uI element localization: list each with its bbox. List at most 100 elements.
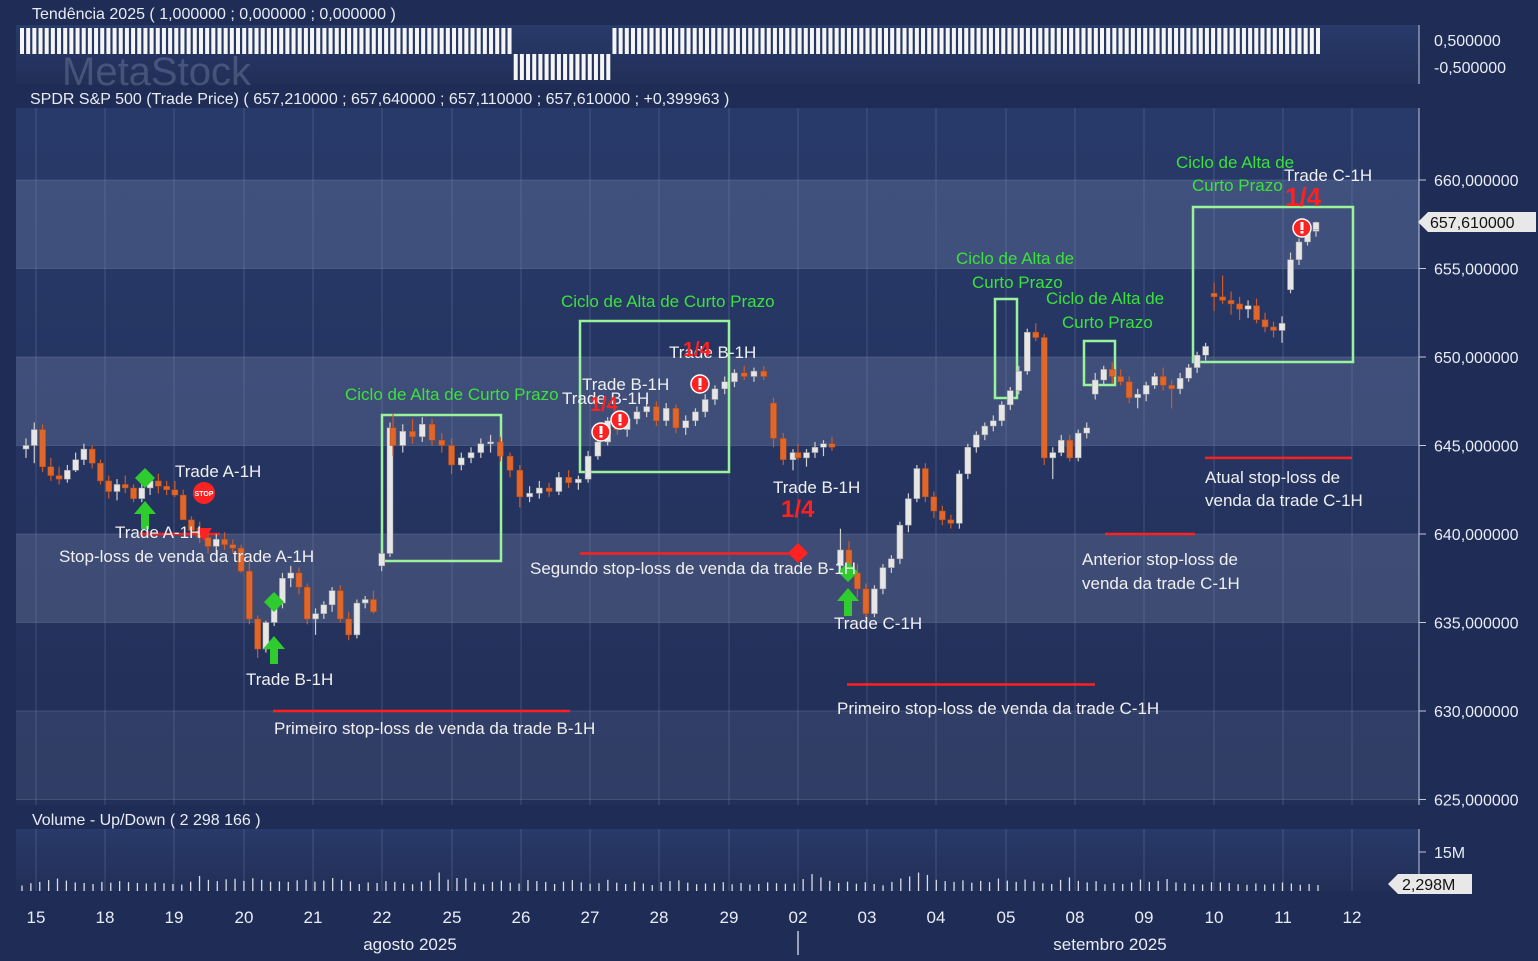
trend-bar — [1297, 28, 1302, 54]
trend-bar — [754, 28, 759, 54]
candle — [662, 403, 670, 427]
stop-triangle-icon — [196, 528, 212, 541]
trend-bar — [1001, 28, 1006, 54]
trend-bar — [637, 28, 642, 54]
candle — [1066, 434, 1073, 462]
trend-bar — [260, 28, 265, 54]
trend-bar — [87, 28, 92, 54]
stop-diamond-icon — [788, 543, 808, 563]
candle — [497, 436, 504, 462]
candle — [896, 521, 904, 565]
candle — [820, 440, 827, 457]
candle — [973, 431, 980, 453]
trend-bar — [661, 28, 666, 54]
trend-bar — [526, 54, 531, 80]
trend-bar — [464, 28, 469, 54]
candle — [163, 480, 170, 496]
candle — [643, 399, 650, 418]
cycle-label: Curto Prazo — [972, 273, 1063, 292]
trend-bar — [1025, 28, 1030, 54]
trend-bar — [365, 28, 370, 54]
trend-title: Tendência 2025 ( 1,000000 ; 0,000000 ; 0… — [32, 6, 396, 23]
trend-bar — [1149, 28, 1154, 54]
candle — [922, 463, 929, 503]
candle — [854, 564, 861, 598]
candle — [477, 438, 485, 458]
candle — [555, 472, 563, 496]
stop-loss-label: venda da trade C-1H — [1205, 491, 1363, 510]
trend-bar — [575, 54, 580, 80]
trend-bar — [538, 54, 543, 80]
trend-bar — [414, 28, 419, 54]
trend-bar — [890, 28, 895, 54]
candle — [122, 475, 129, 494]
volume-grid — [35, 829, 1426, 891]
trend-bars — [20, 28, 1320, 80]
trend-bar — [828, 28, 833, 54]
trend-bar — [914, 28, 919, 54]
candle — [879, 564, 887, 595]
trend-bar — [1235, 28, 1240, 54]
trend-bar — [1050, 28, 1055, 54]
stop-loss-label: Primeiro stop-loss de venda da trade B-1… — [274, 719, 595, 738]
candle — [312, 608, 319, 635]
trend-bar — [303, 28, 308, 54]
candle — [862, 583, 870, 619]
fraction-label: 1/4 — [1285, 182, 1322, 212]
trend-bar — [729, 28, 734, 54]
trade-markers: STOP — [134, 218, 1312, 664]
trend-bar — [266, 28, 271, 54]
trend-bar — [1217, 28, 1222, 54]
trend-bar — [958, 28, 963, 54]
candle — [1049, 447, 1057, 480]
trend-bar — [69, 28, 74, 54]
price-title: SPDR S&P 500 (Trade Price) ( 657,210000 … — [30, 91, 729, 108]
candle — [458, 452, 465, 471]
x-tick-label: 25 — [443, 908, 462, 927]
x-tick-label: 02 — [789, 908, 808, 927]
cycle-label: Ciclo de Alta de — [956, 249, 1074, 268]
trend-bar — [205, 28, 210, 54]
trend-bar — [242, 28, 247, 54]
trend-bar — [57, 28, 62, 54]
candle — [254, 615, 261, 658]
trend-bar — [1038, 28, 1043, 54]
trend-bar — [20, 28, 24, 54]
candle — [171, 480, 179, 497]
trend-bar — [390, 28, 395, 54]
candle — [545, 482, 553, 497]
trend-bar — [569, 54, 574, 80]
y-tick-label: 635,000000 — [1434, 616, 1519, 633]
candle — [1168, 380, 1175, 409]
cycle-box — [1191, 205, 1355, 364]
candle — [682, 415, 689, 435]
cycle-label: Curto Prazo — [1062, 313, 1153, 332]
price-band — [16, 711, 1419, 800]
candle — [1057, 434, 1065, 457]
trend-bar — [1161, 28, 1166, 54]
month-label-september: setembro 2025 — [1053, 935, 1166, 954]
trend-bar — [822, 28, 827, 54]
trend-bar — [1174, 28, 1179, 54]
candle — [828, 436, 836, 451]
cycle-box — [1082, 339, 1117, 387]
trend-bar — [544, 54, 549, 80]
x-tick-label: 05 — [997, 908, 1016, 927]
candle — [1151, 372, 1158, 389]
trend-bar — [803, 28, 808, 54]
trend-bar — [1211, 28, 1216, 54]
candle — [328, 587, 336, 612]
trend-bar — [1019, 28, 1024, 54]
candle — [1015, 365, 1023, 395]
y-tick-label: 630,000000 — [1434, 704, 1519, 721]
trend-bar — [1106, 28, 1111, 54]
candle — [565, 470, 572, 488]
trend-bar — [445, 28, 450, 54]
last-volume-label: 2,298M — [1402, 877, 1455, 894]
candle — [731, 369, 738, 388]
candle — [1142, 381, 1150, 402]
candle — [1278, 316, 1286, 343]
exit-marker-icon — [1292, 218, 1312, 238]
trend-bar — [1087, 28, 1092, 54]
candle — [1125, 376, 1133, 404]
